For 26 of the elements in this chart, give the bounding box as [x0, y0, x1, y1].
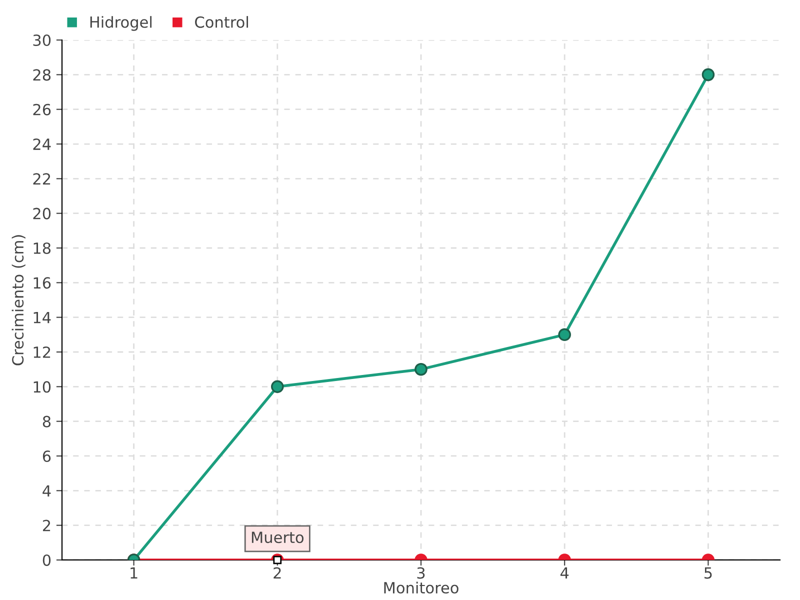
y-axis-title: Crecimiento (cm) — [12, 235, 26, 366]
y-tick-label: 12 — [34, 346, 50, 358]
y-tick-label: 8 — [42, 416, 51, 428]
x-axis-title: Monitoreo — [384, 582, 458, 594]
x-tick-label: 2 — [274, 567, 281, 579]
y-tick-label: 2 — [42, 520, 50, 532]
y-tick-label: 4 — [42, 485, 51, 496]
x-tick-label: 4 — [560, 567, 569, 579]
y-tick-label: 30 — [33, 34, 51, 46]
annotation: Muerto — [252, 532, 304, 544]
y-tick-label: 10 — [34, 381, 51, 393]
y-tick-label: 24 — [33, 138, 51, 150]
y-tick-label: 20 — [33, 208, 51, 220]
y-tick-label: 14 — [34, 312, 51, 324]
y-tick-label: 16 — [34, 277, 51, 289]
y-tick-label: 0 — [42, 554, 51, 566]
y-tick-label: 22 — [33, 173, 50, 184]
y-tick-label: 26 — [33, 104, 51, 116]
x-tick-label: 5 — [704, 567, 712, 579]
y-tick-label: 6 — [42, 450, 51, 462]
legend-label: Control — [195, 16, 248, 28]
y-tick-label: 18 — [34, 242, 51, 254]
y-tick-label: 28 — [33, 69, 51, 81]
x-tick-label: 3 — [417, 567, 425, 579]
legend-label: Hidrogel — [90, 16, 152, 31]
x-tick-label: 1 — [130, 567, 138, 579]
